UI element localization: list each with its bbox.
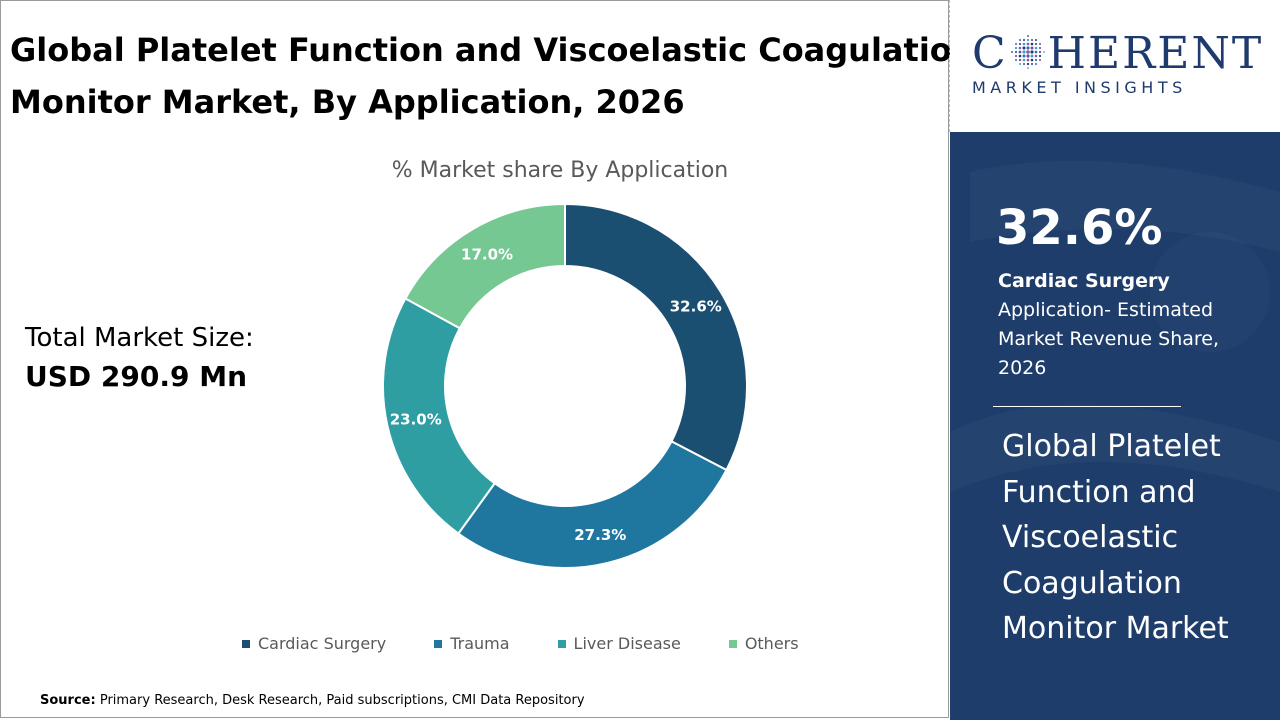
market-size-label: Total Market Size: (25, 323, 254, 353)
source-text: Primary Research, Desk Research, Paid su… (99, 693, 585, 708)
legend-swatch (242, 639, 250, 648)
donut-label-liver-disease: 23.0% (390, 411, 442, 429)
logo-area (950, 0, 1280, 132)
donut-slice-cardiac-surgery (564, 202, 748, 472)
globe-icon (1010, 35, 1045, 69)
page-title: Global Platelet Function and Viscoelasti… (10, 24, 975, 128)
donut-label-cardiac-surgery: 32.6% (670, 298, 722, 316)
donut-label-others: 17.0% (461, 245, 513, 263)
donut-slice-trauma (456, 440, 728, 569)
legend-swatch (434, 639, 443, 648)
page-title-line1: Global Platelet Function and Viscoelasti… (10, 31, 975, 69)
legend-label: Others (744, 634, 799, 653)
legend-item-liver-disease: Liver Disease (557, 634, 681, 653)
logo-letter-c: C (972, 28, 1008, 79)
logo-tagline: MARKET INSIGHTS (972, 78, 1187, 97)
panel-market-name: Global Platelet Function and Viscoelasti… (1002, 429, 1229, 646)
market-size-value: USD 290.9 Mn (25, 360, 248, 393)
legend-item-cardiac-surgery: Cardiac Surgery (242, 634, 386, 653)
highlight-category: Cardiac Surgery (998, 270, 1170, 292)
highlight-value: 32.6% (996, 200, 1163, 256)
legend-item-others: Others (728, 634, 799, 653)
donut-chart: 32.6% 27.3% 23.0% 17.0% (382, 202, 748, 569)
legend-label: Trauma (450, 634, 510, 653)
legend-swatch (728, 639, 737, 648)
legend-swatch (557, 639, 566, 648)
donut-label-trauma: 27.3% (574, 526, 626, 544)
side-panel (950, 132, 1280, 720)
page-title-line2: Monitor Market, By Application, 2026 (10, 83, 685, 121)
donut-slice-others (404, 202, 566, 330)
chart-title: % Market share By Application (391, 158, 729, 183)
source-label: Source: (40, 693, 96, 708)
chart-legend: Cardiac Surgery Trauma Liver Disease Others (242, 634, 847, 653)
company-logo: C HERENT (972, 30, 1263, 78)
panel-divider (993, 406, 1181, 407)
legend-item-trauma: Trauma (434, 634, 510, 653)
source-note: Source: Primary Research, Desk Research,… (40, 693, 585, 708)
legend-label: Liver Disease (573, 634, 681, 653)
legend-label: Cardiac Surgery (258, 634, 387, 653)
header-divider (949, 0, 950, 132)
chart-frame (0, 0, 949, 718)
highlight-description: Application- Estimated Market Revenue Sh… (998, 299, 1220, 379)
logo-letters: HERENT (1047, 28, 1264, 79)
